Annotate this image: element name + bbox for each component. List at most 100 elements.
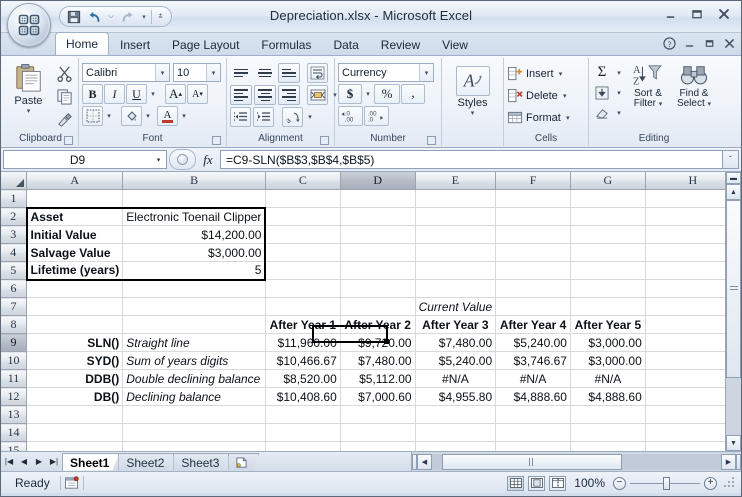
cell-g2[interactable] (570, 207, 646, 226)
cell-a7[interactable] (26, 297, 124, 316)
cell-b3[interactable]: $14,200.00 (122, 225, 267, 244)
column-header-a[interactable]: A (26, 172, 124, 190)
cell-b7[interactable] (122, 297, 266, 316)
row-header-10[interactable]: 10 (1, 351, 28, 370)
cell-b10[interactable]: Sum of years digits (122, 351, 266, 370)
accounting-dropdown-arrow[interactable]: ▾ (366, 91, 370, 98)
row-header-6[interactable]: 6 (1, 279, 28, 298)
cell-a5[interactable]: Lifetime (years) (25, 261, 124, 281)
cell-f1[interactable] (495, 189, 571, 208)
format-cells-button[interactable]: Format ▾ (507, 107, 573, 128)
row-header-13[interactable]: 13 (1, 405, 28, 424)
maximize-button[interactable] (684, 5, 710, 23)
cell-g1[interactable] (570, 189, 646, 208)
column-header-c[interactable]: C (265, 172, 341, 190)
cell-a9[interactable]: SLN() (26, 333, 124, 352)
font-color-button[interactable]: A (157, 106, 178, 126)
increase-indent-button[interactable] (253, 107, 274, 127)
vertical-scrollbar[interactable]: ▬ ▲ ▼ (725, 172, 741, 451)
cell-d3[interactable] (340, 225, 416, 244)
cell-g9[interactable]: $3,000.00 (570, 333, 646, 352)
row-header-4[interactable]: 4 (1, 243, 28, 262)
restore-workbook-button[interactable] (701, 35, 718, 52)
clear-dropdown-arrow[interactable]: ▾ (617, 109, 621, 117)
align-center-button[interactable] (254, 85, 276, 105)
underline-button[interactable]: U (126, 84, 147, 104)
decrease-indent-button[interactable] (230, 107, 251, 127)
cell-d14[interactable] (340, 423, 416, 442)
vertical-scroll-thumb[interactable] (726, 200, 741, 378)
cell-d9[interactable]: $9,720.00 (340, 333, 416, 352)
find-select-dropdown-arrow[interactable]: ▾ (707, 101, 712, 108)
cell-e6[interactable] (415, 279, 497, 298)
tab-data[interactable]: Data (333, 38, 359, 52)
cell-b9[interactable]: Straight line (122, 333, 266, 352)
cell-g7[interactable] (570, 297, 646, 316)
alignment-dialog-launcher[interactable] (320, 136, 329, 145)
cell-h1[interactable] (645, 189, 741, 208)
column-header-g[interactable]: G (570, 172, 646, 190)
cell-c7[interactable] (265, 297, 341, 316)
cell-d8[interactable]: After Year 2 (340, 315, 416, 334)
merge-center-button[interactable] (307, 85, 328, 105)
minimize-button[interactable] (657, 5, 683, 23)
format-painter-button[interactable] (53, 108, 75, 130)
cell-a4[interactable]: Salvage Value (25, 243, 124, 262)
cell-h2[interactable] (645, 207, 741, 226)
split-vertical-handle[interactable]: ▬ (726, 172, 741, 184)
scroll-right-button[interactable]: ▶ (721, 454, 736, 470)
cell-d1[interactable] (340, 189, 416, 208)
cell-f4[interactable] (495, 243, 571, 262)
cell-b13[interactable] (122, 405, 266, 424)
cell-h11[interactable] (645, 369, 741, 388)
cell-b5[interactable]: 5 (122, 261, 267, 281)
cell-e8[interactable]: After Year 3 (415, 315, 497, 334)
cell-e14[interactable] (415, 423, 497, 442)
cell-c3[interactable] (265, 225, 341, 244)
cell-g3[interactable] (570, 225, 646, 244)
cell-f6[interactable] (495, 279, 571, 298)
cell-b4[interactable]: $3,000.00 (122, 243, 267, 262)
column-header-h[interactable]: H (645, 172, 741, 190)
row-header-14[interactable]: 14 (1, 423, 28, 442)
cell-e4[interactable] (415, 243, 497, 262)
merge-center-dropdown-arrow[interactable]: ▾ (333, 92, 337, 99)
cell-g11[interactable]: #N/A (570, 369, 646, 388)
sheet-tab-sheet2[interactable]: Sheet2 (118, 453, 174, 471)
cell-c13[interactable] (265, 405, 341, 424)
number-format-combo[interactable]: Currency ▾ (338, 63, 434, 82)
cell-g12[interactable]: $4,888.60 (570, 387, 646, 406)
font-color-dropdown-arrow[interactable]: ▾ (182, 113, 186, 120)
cell-e3[interactable] (415, 225, 497, 244)
cell-a10[interactable]: SYD() (26, 351, 124, 370)
shrink-font-button[interactable]: A ▾ (187, 84, 208, 104)
cell-d10[interactable]: $7,480.00 (340, 351, 416, 370)
scroll-down-button[interactable]: ▼ (726, 435, 741, 451)
cell-e15[interactable] (415, 441, 497, 451)
first-sheet-button[interactable]: |◀ (4, 457, 14, 466)
redo-dropdown-arrow[interactable]: ▾ (142, 13, 146, 21)
column-header-f[interactable]: F (495, 172, 571, 190)
row-header-11[interactable]: 11 (1, 369, 28, 388)
decrease-decimal-button[interactable]: .0 .00 (338, 106, 363, 126)
office-button[interactable] (7, 3, 51, 47)
cell-h5[interactable] (645, 261, 741, 280)
font-family-arrow[interactable]: ▾ (155, 64, 169, 81)
cell-d6[interactable] (340, 279, 416, 298)
cell-d12[interactable]: $7,000.60 (340, 387, 416, 406)
fill-button[interactable]: ▾ (592, 83, 624, 102)
cell-b6[interactable] (122, 279, 266, 298)
cell-h13[interactable] (645, 405, 741, 424)
cell-a1[interactable] (26, 189, 124, 208)
cell-g6[interactable] (570, 279, 646, 298)
autosum-button[interactable]: Σ ▾ (592, 63, 624, 82)
horizontal-scroll-thumb[interactable] (442, 454, 622, 470)
sort-filter-button[interactable]: A Z Sort & Filter ▾ (626, 63, 670, 110)
autosum-dropdown-arrow[interactable]: ▾ (617, 69, 621, 77)
sheet-tab-sheet1[interactable]: Sheet1 (62, 453, 119, 471)
cell-f9[interactable]: $5,240.00 (495, 333, 571, 352)
zoom-level[interactable]: 100% (574, 476, 605, 490)
font-dialog-launcher[interactable] (212, 136, 221, 145)
close-workbook-button[interactable] (721, 35, 738, 52)
paste-button[interactable]: Paste ▾ (6, 62, 51, 115)
